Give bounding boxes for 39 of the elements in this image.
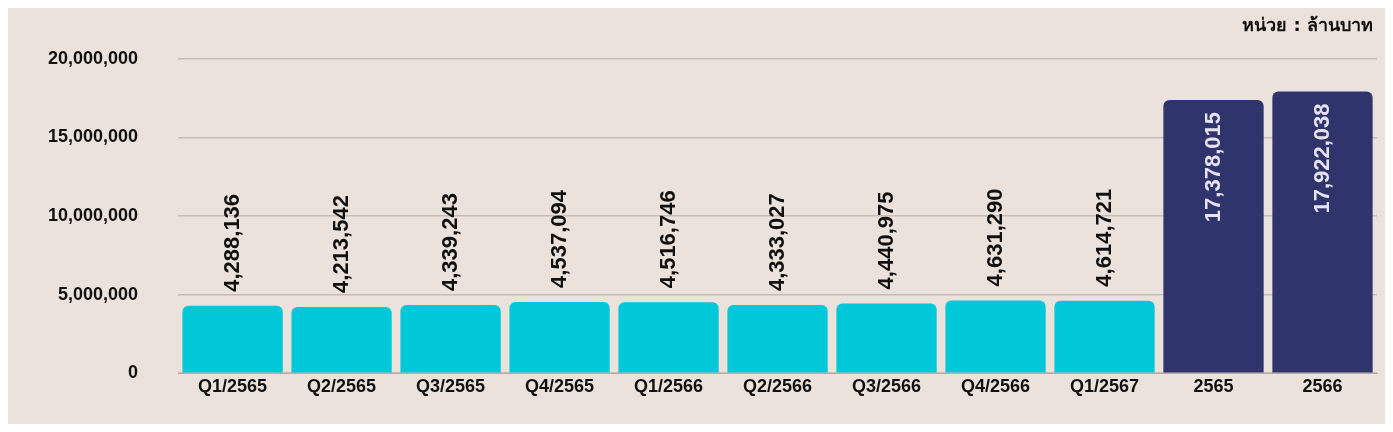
data-label: 4,339,243 <box>436 193 462 291</box>
bar <box>509 301 610 373</box>
x-tick-label: Q3/2566 <box>852 375 922 396</box>
bar <box>836 303 937 373</box>
x-tick-label: Q2/2565 <box>307 375 377 396</box>
data-label: 4,213,542 <box>327 195 353 293</box>
y-tick-label: 10,000,000 <box>47 204 139 225</box>
x-tick-label: Q4/2566 <box>961 375 1031 396</box>
bar <box>182 305 283 373</box>
data-label: 17,922,038 <box>1308 103 1334 214</box>
data-label: 4,333,027 <box>763 193 789 292</box>
data-label: 4,440,975 <box>872 191 898 290</box>
text: หน่วย : ล้านบาท <box>1242 13 1373 37</box>
data-label: 4,537,094 <box>545 189 571 288</box>
x-tick-label: Q4/2565 <box>525 375 595 396</box>
x-tick-label: 2566 <box>1302 375 1343 396</box>
data-label: 17,378,015 <box>1199 112 1225 223</box>
data-label: 4,614,721 <box>1090 188 1116 287</box>
x-tick-label: Q1/2565 <box>198 375 268 396</box>
y-tick-label: 5,000,000 <box>58 283 139 304</box>
x-tick-label: Q3/2565 <box>416 375 486 396</box>
data-label: 4,516,746 <box>654 190 680 289</box>
x-tick-label: Q1/2566 <box>634 375 704 396</box>
x-tick-label: Q1/2567 <box>1069 375 1140 396</box>
bar <box>1163 100 1264 373</box>
data-label: 4,288,136 <box>218 193 244 292</box>
bar <box>727 305 828 373</box>
bar <box>1054 300 1155 373</box>
x-tick-label: Q2/2566 <box>743 375 813 396</box>
data-label: 4,631,290 <box>981 188 1007 287</box>
bar <box>945 300 1046 373</box>
y-tick-label: 20,000,000 <box>47 47 139 68</box>
y-tick-label: 0 <box>128 362 139 383</box>
bar <box>618 302 719 373</box>
bar <box>291 306 392 373</box>
y-tick-label: 15,000,000 <box>47 126 139 147</box>
bar <box>1272 91 1373 373</box>
x-tick-label: 2565 <box>1193 375 1234 396</box>
bar <box>400 304 501 373</box>
